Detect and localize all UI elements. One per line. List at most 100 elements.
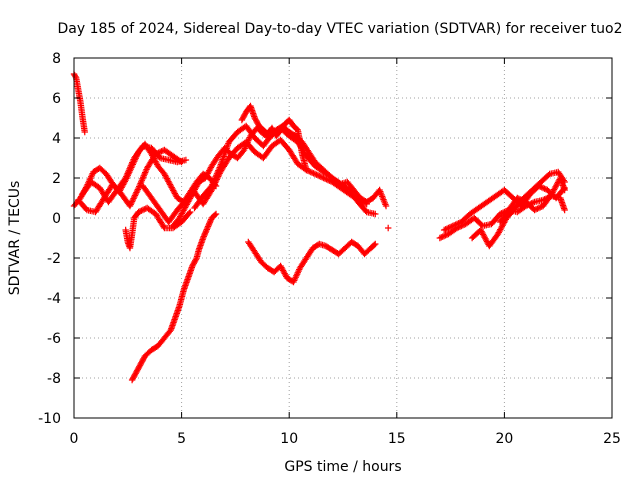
data-point [77,98,86,120]
x-tick-label: 10 [280,431,298,447]
data-point [131,210,141,222]
data-point [208,154,221,170]
data-point [305,148,318,164]
data-point [294,126,306,156]
data-point [350,186,363,200]
axis-ticks: 0 5 10 15 20 25 -10 -8 -6 -4 -2 0 2 4 6 8 [38,51,621,447]
data-point [311,162,326,175]
data-point [529,179,543,194]
data-point [501,186,515,201]
chart-title: Day 185 of 2024, Sidereal Day-to-day VTE… [57,21,622,37]
data-point [290,266,303,286]
data-point [251,248,264,264]
data-point [537,171,552,186]
data-point [251,114,262,128]
data-point [273,128,283,140]
data-point [176,204,189,222]
y-tick-label: -10 [38,411,61,427]
data-point [245,238,258,254]
data-point [286,116,296,128]
data-point [337,180,352,193]
series-arc-6 [139,136,370,226]
data-point [367,240,379,252]
data-point [335,246,348,258]
data-point [141,348,154,360]
data-point [178,208,194,226]
data-point [488,212,503,228]
data-point [258,258,270,270]
data-point [148,144,163,160]
data-point [199,226,211,242]
data-point [75,86,84,104]
data-point [240,134,253,154]
data-point [148,194,163,212]
x-axis-label: GPS time / hours [284,459,401,475]
data-point [96,184,111,204]
x-tick-label: 20 [495,431,513,447]
data-point [176,288,187,310]
data-point [169,216,182,230]
plot-frame [73,57,613,419]
data-point [131,144,146,162]
data-point [483,193,498,206]
series-arc-12 [384,224,392,232]
data-point [303,152,318,168]
data-point [453,221,468,232]
series-arc-11 [245,238,379,286]
data-point [79,114,88,136]
y-tick-label: -6 [47,331,61,347]
data-point [311,170,326,181]
data-point [75,196,90,212]
data-point [128,216,138,238]
data-point [154,162,167,176]
data-point [466,205,481,218]
series-arc-8 [191,122,379,218]
data-point [477,226,492,248]
data-point [92,196,107,216]
data-point [182,192,195,210]
data-point [557,194,568,214]
y-axis-label: SDTVAR / TECUs [7,181,23,296]
series-arc-4 [79,142,190,206]
series-arc-16 [496,174,568,226]
data-point [337,184,352,197]
data-point [449,219,464,230]
data-point [189,256,200,270]
data-point [283,274,296,285]
x-tick-label: 0 [70,431,79,447]
y-tick-label: -2 [47,251,61,267]
data-point [167,182,180,200]
data-series [70,70,568,384]
y-tick-label: 2 [52,171,61,187]
data-point [303,246,316,262]
data-point [494,216,509,238]
y-tick-label: 6 [52,91,61,107]
data-point [286,132,300,145]
data-point [286,128,298,139]
data-point [174,156,190,166]
data-point [143,152,159,172]
data-point [286,146,301,166]
data-point [133,362,144,376]
data-point [445,225,459,238]
data-point [496,208,511,226]
data-point [344,178,356,192]
data-point [88,178,102,191]
y-tick-label: 4 [52,131,61,147]
data-point [277,122,288,134]
series-arc-10 [128,210,220,384]
x-tick-label: 15 [388,431,406,447]
data-point [143,204,158,217]
data-point [322,242,335,253]
data-point [152,210,167,230]
data-point [208,210,220,222]
data-point [376,186,390,210]
data-point [486,232,501,250]
data-point [361,246,373,258]
data-point [238,110,249,124]
series-arc-9 [238,102,310,174]
data-point [126,186,142,210]
x-tick-label: 25 [603,431,621,447]
data-point [105,188,120,206]
data-point [253,124,266,136]
